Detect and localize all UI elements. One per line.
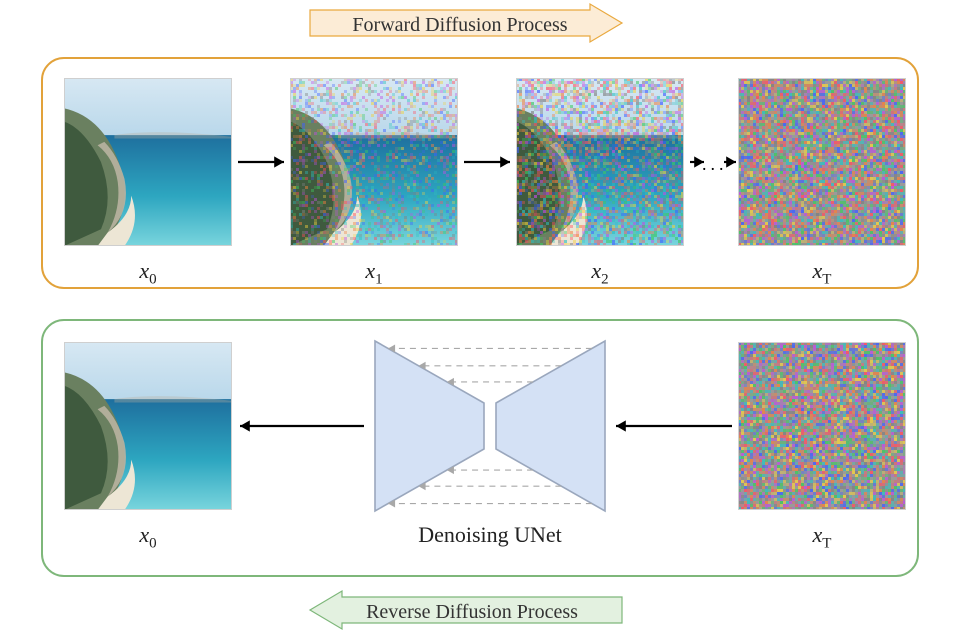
unet-decoder — [496, 341, 605, 511]
forward-tile-3 — [738, 78, 906, 246]
fwd-x2-label: x2 — [578, 258, 622, 288]
forward-tile-1 — [290, 78, 458, 246]
forward-tile-0 — [64, 78, 232, 246]
reverse-tile-clean — [64, 342, 232, 510]
forward-tile-2 — [516, 78, 684, 246]
rev-x0-label: x0 — [126, 522, 170, 552]
fwd-xT-label: xT — [800, 258, 844, 288]
forward-arrow-label: Forward Diffusion Process — [330, 14, 590, 37]
reverse-tile-noisy — [738, 342, 906, 510]
unet-label: Denoising UNet — [400, 522, 580, 548]
reverse-arrow-label: Reverse Diffusion Process — [342, 601, 602, 624]
fwd-x1-label: x1 — [352, 258, 396, 288]
forward-ellipsis: ... — [702, 154, 728, 175]
fwd-x0-label: x0 — [126, 258, 170, 288]
unet-encoder — [375, 341, 484, 511]
rev-xT-label: xT — [800, 522, 844, 552]
